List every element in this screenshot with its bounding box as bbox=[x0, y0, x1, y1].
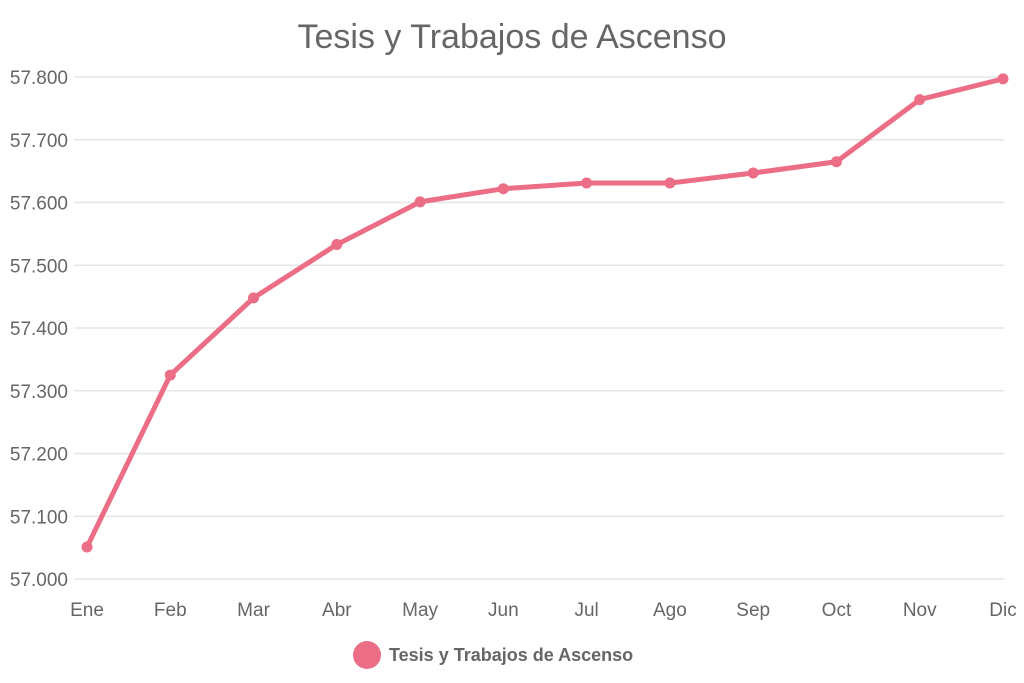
x-tick-label: Jun bbox=[488, 600, 519, 621]
legend[interactable]: Tesis y Trabajos de Ascenso bbox=[353, 641, 633, 669]
x-tick-label: Abr bbox=[322, 600, 352, 621]
y-tick-label: 57.800 bbox=[10, 68, 68, 89]
data-point[interactable] bbox=[164, 369, 176, 381]
y-tick-label: 57.200 bbox=[10, 445, 68, 466]
data-point[interactable] bbox=[331, 239, 343, 251]
data-point[interactable] bbox=[664, 177, 676, 189]
y-tick-label: 57.600 bbox=[10, 194, 68, 215]
data-point[interactable] bbox=[248, 292, 260, 304]
x-tick-label: Jul bbox=[574, 600, 598, 621]
y-tick-label: 57.500 bbox=[10, 256, 68, 277]
x-axis-ticks: Ene Feb Mar Abr May Jun Jul Ago Sep Oct Nov Dic bbox=[70, 600, 1017, 621]
data-point[interactable] bbox=[997, 73, 1009, 85]
y-axis-ticks: 57.000 57.100 57.200 57.300 57.400 57.500 57.6… bbox=[10, 68, 68, 591]
x-tick-label: Sep bbox=[736, 600, 770, 621]
y-tick-label: 57.300 bbox=[10, 382, 68, 403]
y-tick-label: 57.400 bbox=[10, 319, 68, 340]
data-point[interactable] bbox=[414, 196, 426, 208]
x-tick-label: Ene bbox=[70, 600, 104, 621]
legend-swatch bbox=[353, 641, 381, 669]
data-point[interactable] bbox=[830, 156, 842, 168]
data-point[interactable] bbox=[914, 94, 926, 106]
x-tick-label: Ago bbox=[653, 600, 687, 621]
series-layer bbox=[81, 73, 1009, 553]
data-point[interactable] bbox=[747, 167, 759, 179]
x-tick-label: Oct bbox=[822, 600, 852, 621]
series-line bbox=[84, 76, 1006, 550]
data-point[interactable] bbox=[81, 541, 93, 553]
x-tick-label: May bbox=[402, 600, 438, 621]
x-tick-label: Feb bbox=[154, 600, 187, 621]
chart-title: Tesis y Trabajos de Ascenso bbox=[297, 18, 726, 56]
x-tick-label: Dic bbox=[989, 600, 1016, 621]
x-tick-label: Nov bbox=[903, 600, 937, 621]
data-point[interactable] bbox=[497, 183, 509, 195]
y-tick-label: 57.700 bbox=[10, 131, 68, 152]
y-tick-label: 57.100 bbox=[10, 507, 68, 528]
x-tick-label: Mar bbox=[237, 600, 270, 621]
data-point[interactable] bbox=[581, 177, 593, 189]
legend-label: Tesis y Trabajos de Ascenso bbox=[389, 645, 633, 665]
y-tick-label: 57.000 bbox=[10, 570, 68, 591]
grid-lines bbox=[74, 76, 1004, 580]
